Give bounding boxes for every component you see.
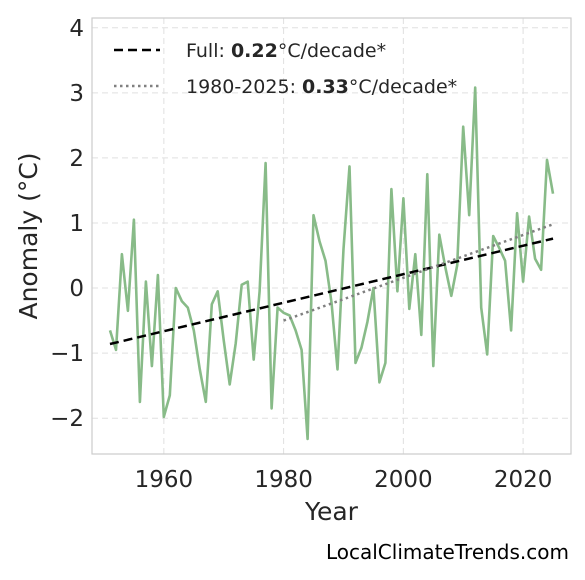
trend-line-full	[109, 237, 554, 346]
y-tick-label: 3	[69, 81, 84, 107]
grid	[92, 18, 571, 454]
x-tick-label: 1980	[254, 467, 313, 493]
y-tick-label: −2	[50, 406, 84, 432]
y-tick-label: 2	[69, 146, 84, 172]
legend-value-full: 0.22	[231, 40, 278, 62]
axes-frame	[91, 17, 572, 455]
x-tick-label: 1960	[135, 467, 194, 493]
y-tick-label: 1	[69, 211, 84, 237]
anomaly-series-line	[108, 86, 555, 441]
y-tick-label: 0	[69, 276, 84, 302]
plot-area	[108, 86, 555, 441]
legend: Full: 0.22°C/decade* 1980-2025: 0.33°C/d…	[114, 40, 457, 98]
x-tick-label: 2000	[374, 467, 433, 493]
legend-label-full: Full: 0.22°C/decade*	[186, 40, 386, 62]
legend-label-recent: 1980-2025: 0.33°C/decade*	[186, 76, 457, 98]
tick-labels: 1960 1980 2000 2020 −2 −1 0 1 2 3 4	[50, 16, 552, 493]
y-tick-label: 4	[69, 16, 84, 42]
y-axis-label: Anomaly (°C)	[14, 152, 43, 319]
credit-text: LocalClimateTrends.com	[326, 540, 569, 564]
x-tick-label: 2020	[494, 467, 553, 493]
x-axis-label: Year	[304, 497, 359, 526]
y-tick-label: −1	[50, 341, 84, 367]
legend-value-recent: 0.33	[302, 76, 349, 98]
